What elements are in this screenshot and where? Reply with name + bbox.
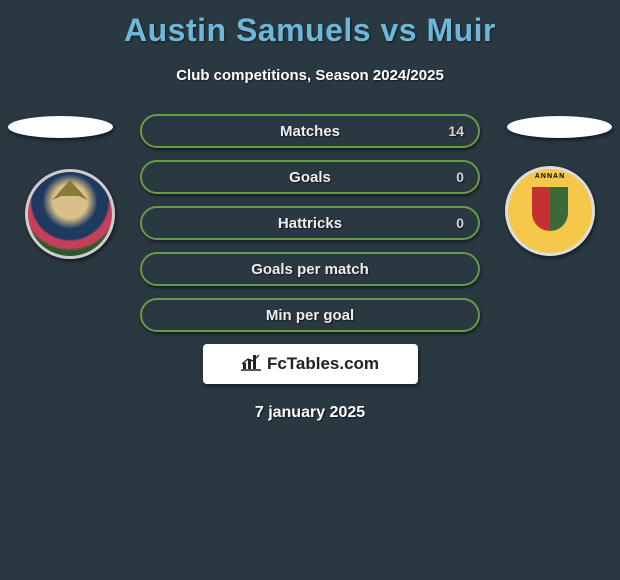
- stat-label: Min per goal: [266, 307, 354, 324]
- stat-label: Hattricks: [278, 215, 342, 232]
- stat-row: Matches 14: [140, 114, 480, 148]
- player-photo-placeholder-right: [507, 116, 612, 138]
- club-badge-left: [25, 169, 115, 259]
- stat-label: Goals: [289, 169, 331, 186]
- stats-list: Matches 14 Goals 0 Hattricks 0 Goals per…: [140, 114, 480, 332]
- stat-row: Min per goal: [140, 298, 480, 332]
- stat-row: Goals per match: [140, 252, 480, 286]
- stat-label: Goals per match: [251, 261, 369, 278]
- stat-right-value: 14: [448, 123, 464, 139]
- club-badge-right: [505, 166, 595, 256]
- chart-icon: [241, 353, 263, 376]
- date-label: 7 january 2025: [0, 404, 620, 422]
- page-title: Austin Samuels vs Muir: [0, 0, 620, 49]
- stat-right-value: 0: [456, 215, 464, 231]
- fctables-logo[interactable]: FcTables.com: [203, 344, 418, 384]
- stat-label: Matches: [280, 123, 340, 140]
- subtitle: Club competitions, Season 2024/2025: [0, 67, 620, 84]
- stat-row: Goals 0: [140, 160, 480, 194]
- player-photo-placeholder-left: [8, 116, 113, 138]
- comparison-panel: Matches 14 Goals 0 Hattricks 0 Goals per…: [0, 114, 620, 422]
- logo-text: FcTables.com: [267, 354, 379, 374]
- stat-right-value: 0: [456, 169, 464, 185]
- stat-row: Hattricks 0: [140, 206, 480, 240]
